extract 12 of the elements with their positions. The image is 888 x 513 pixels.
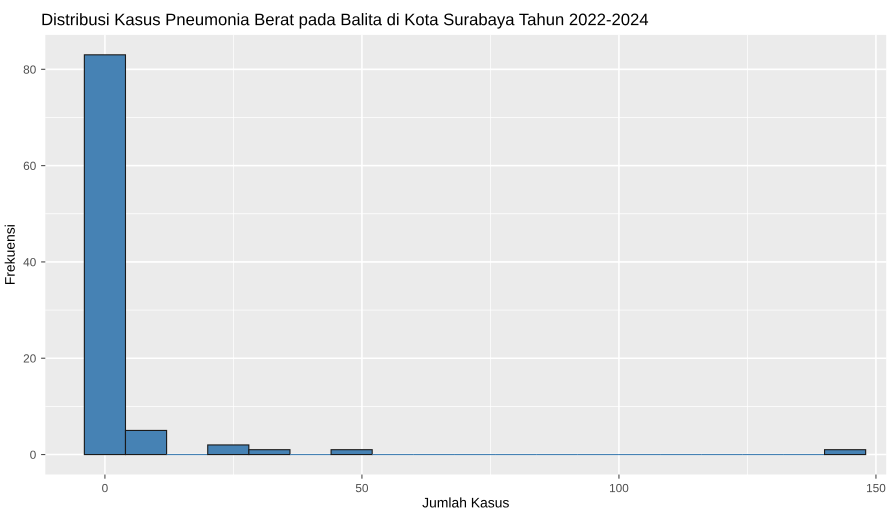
x-tick-label: 0 <box>102 484 108 492</box>
y-tick-label: 0 <box>30 450 36 459</box>
x-tick-label: 100 <box>610 484 628 492</box>
y-tick-label: 60 <box>24 162 36 170</box>
chart-title: Distribusi Kasus Pneumonia Berat pada Balita di Kota Surabaya Tahun 2022-2024 <box>42 13 648 29</box>
y-axis-title: Frekuensi <box>4 225 15 284</box>
y-tick-label: 40 <box>23 258 36 266</box>
x-tick-label: 150 <box>866 484 886 492</box>
x-axis-title: Jumlah Kasus <box>422 497 509 508</box>
x-tick-label: 50 <box>356 484 368 492</box>
y-tick-label: 80 <box>24 65 36 74</box>
y-tick-label: 20 <box>24 354 36 363</box>
